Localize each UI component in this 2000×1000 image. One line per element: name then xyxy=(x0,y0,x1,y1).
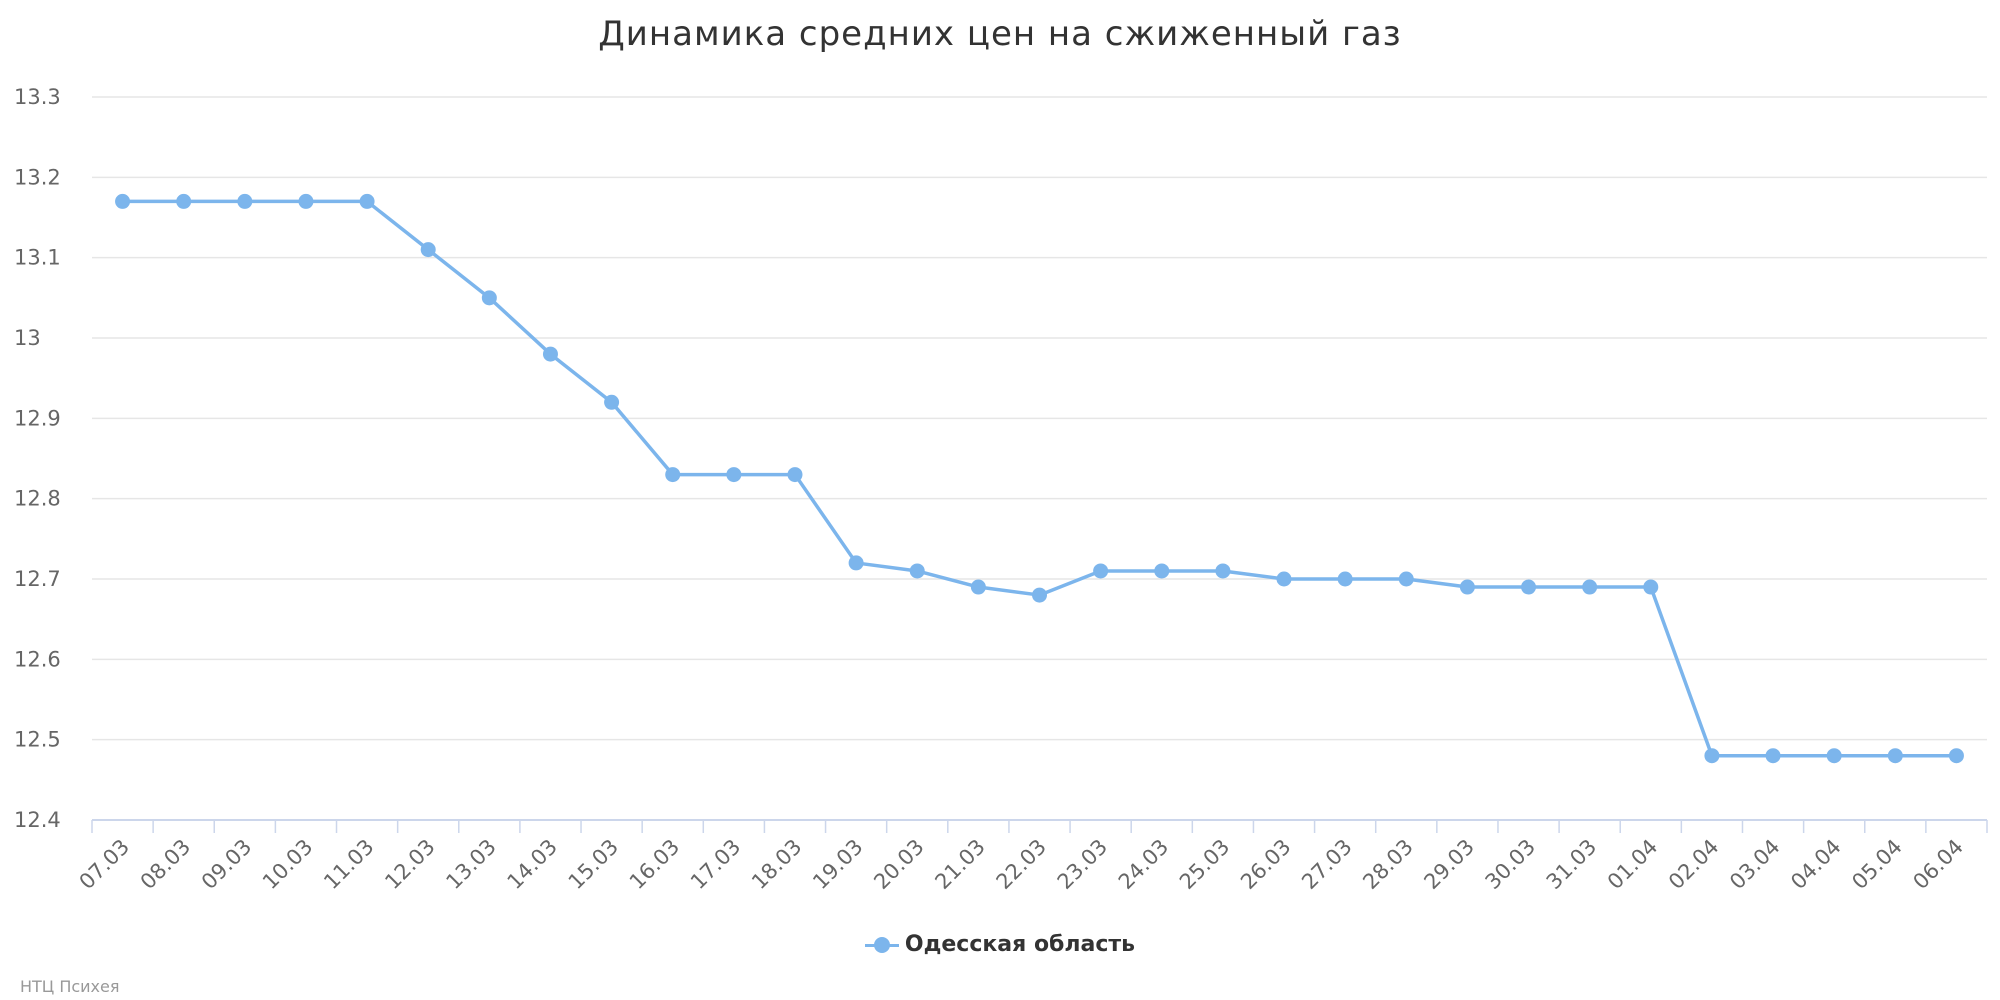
data-point xyxy=(176,193,192,209)
chart-title: Динамика средних цен на сжиженный газ xyxy=(598,14,1402,54)
data-point xyxy=(787,467,803,483)
y-tick-label: 12.8 xyxy=(14,487,61,511)
data-point xyxy=(420,242,436,258)
data-point xyxy=(298,193,314,209)
data-point xyxy=(115,193,131,209)
data-point xyxy=(1643,579,1659,595)
y-tick-label: 12.4 xyxy=(14,808,61,832)
x-tick-label: 15.03 xyxy=(564,835,623,894)
x-tick-label: 18.03 xyxy=(747,835,806,894)
x-tick-label: 30.03 xyxy=(1481,835,1540,894)
data-point xyxy=(1948,748,1964,764)
x-tick-label: 09.03 xyxy=(197,835,256,894)
data-point xyxy=(1459,579,1475,595)
data-point xyxy=(1093,563,1109,579)
legend-label: Одесская область xyxy=(904,932,1136,957)
y-tick-label: 13 xyxy=(14,326,41,350)
data-point xyxy=(1826,748,1842,764)
legend-marker-icon xyxy=(864,937,899,953)
data-point xyxy=(1398,571,1414,587)
data-point xyxy=(1582,579,1598,595)
y-tick-label: 13.1 xyxy=(14,246,61,270)
data-point xyxy=(726,467,742,483)
data-point xyxy=(970,579,986,595)
data-point xyxy=(1154,563,1170,579)
y-tick-label: 12.5 xyxy=(14,728,61,752)
y-tick-label: 13.2 xyxy=(14,165,61,189)
credits[interactable]: НТЦ Психея xyxy=(20,977,120,996)
y-tick-label: 12.7 xyxy=(14,567,61,591)
x-tick-label: 08.03 xyxy=(136,835,195,894)
data-point xyxy=(1765,748,1781,764)
x-tick-label: 26.03 xyxy=(1236,835,1295,894)
data-point xyxy=(481,290,497,306)
x-tick-label: 12.03 xyxy=(380,835,439,894)
series-line xyxy=(122,199,1957,758)
x-tick-label: 06.04 xyxy=(1908,835,1967,894)
legend-item[interactable]: Одесская область xyxy=(0,932,2000,957)
data-point xyxy=(909,563,925,579)
data-point xyxy=(1032,587,1047,603)
data-point xyxy=(1704,748,1720,764)
x-tick-label: 11.03 xyxy=(319,835,378,894)
data-point xyxy=(1337,571,1353,587)
data-point xyxy=(1276,571,1292,587)
x-tick-label: 20.03 xyxy=(869,835,928,894)
x-tick-label: 13.03 xyxy=(441,835,500,894)
y-tick-label: 13.3 xyxy=(14,85,61,109)
data-point xyxy=(359,193,375,209)
x-tick-label: 16.03 xyxy=(625,835,684,894)
x-tick-label: 03.04 xyxy=(1725,835,1784,894)
x-tick-label: 31.03 xyxy=(1542,835,1601,894)
x-tick-label: 24.03 xyxy=(1114,835,1173,894)
x-tick-label: 25.03 xyxy=(1175,835,1234,894)
x-tick-label: 23.03 xyxy=(1053,835,1112,894)
x-tick-label: 28.03 xyxy=(1358,835,1417,894)
x-tick-label: 29.03 xyxy=(1419,835,1478,894)
x-tick-label: 14.03 xyxy=(503,835,562,894)
data-point xyxy=(848,555,864,571)
x-tick-label: 22.03 xyxy=(992,835,1051,894)
x-tick-label: 27.03 xyxy=(1297,835,1356,894)
x-tick-label: 21.03 xyxy=(930,835,989,894)
data-point xyxy=(237,193,253,209)
x-tick-label: 19.03 xyxy=(808,835,867,894)
data-point xyxy=(1521,579,1537,595)
x-tick-label: 04.04 xyxy=(1786,835,1845,894)
data-point xyxy=(542,346,558,362)
data-point xyxy=(1215,563,1231,579)
x-tick-label: 01.04 xyxy=(1603,835,1662,894)
y-tick-label: 12.9 xyxy=(14,406,61,430)
x-tick-label: 10.03 xyxy=(258,835,317,894)
x-tick-label: 05.04 xyxy=(1847,835,1906,894)
x-tick-label: 02.04 xyxy=(1664,835,1723,894)
data-point xyxy=(604,394,620,410)
x-tick-label: 17.03 xyxy=(686,835,745,894)
x-tick-label: 07.03 xyxy=(75,835,134,894)
y-tick-label: 12.6 xyxy=(14,647,61,671)
data-point xyxy=(1887,748,1903,764)
data-point xyxy=(665,467,681,483)
